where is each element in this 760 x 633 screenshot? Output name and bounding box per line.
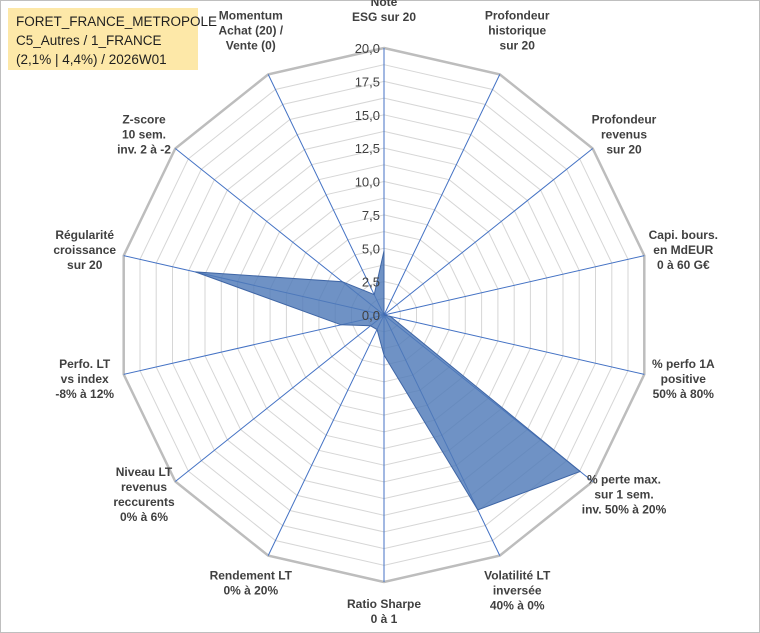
tick-label: 10,0 [355,175,380,190]
axis-label-line: revenus [121,480,167,494]
tick-label: 7,5 [362,208,380,223]
radar-series [195,250,582,511]
axis-label: Régularité croissance sur 20 [53,228,116,272]
axis-label-line: 40% à 0% [490,598,545,612]
axis-label-line: Z-score [122,112,166,126]
axis-label-line: Profondeur [592,112,657,126]
axis-label: Rendement LT 0% à 20% [210,568,293,597]
axis-label-line: croissance [53,243,116,257]
axis-label-line: inv. 50% à 20% [582,503,667,517]
series-area [195,250,582,511]
axis-label-line: Capi. bours. [649,228,718,242]
axis-label-line: Régularité [55,228,114,242]
axis-label: Z-score 10 sem. inv. 2 à -2 [117,112,171,156]
radar-tick-labels: 0,0 2,5 5,0 7,5 10,0 12,5 15,0 17,5 20,0 [355,41,380,323]
axis-label-line: Momentum [219,9,283,23]
tick-label: 20,0 [355,41,380,56]
axis-label-line: sur 20 [500,39,536,53]
chart-subtitle-category: C5_Autres / 1_FRANCE [16,33,162,48]
tick-label: 17,5 [355,74,380,89]
axis-label-line: 10 sem. [122,127,166,141]
axis-label-line: Perfo. LT [59,357,111,371]
axis-spoke [383,74,501,316]
axis-label: Note ESG sur 20 [352,0,416,24]
axis-label-line: % perfo 1A [652,357,715,371]
chart-title: FORET_FRANCE_METROPOLE [16,14,218,29]
axis-label-line: -8% à 12% [55,387,114,401]
axis-label: Profondeur revenus sur 20 [592,112,657,156]
axis-spoke [267,314,385,556]
axis-label: % perte max. sur 1 sem. inv. 50% à 20% [582,473,667,517]
axis-label: % perfo 1A positive 50% à 80% [652,357,715,401]
axis-label-line: sur 1 sem. [594,488,653,502]
axis-spoke [383,255,645,316]
axis-label-line: inversée [493,583,542,597]
axis-label-line: Volatilité LT [484,568,551,582]
chart-title-box: FORET_FRANCE_METROPOLE C5_Autres / 1_FRA… [8,8,218,70]
radar-axis-labels: Note ESG sur 20 Profondeur historique sur 20… [53,0,718,626]
tick-label: 0,0 [362,308,380,323]
axis-label-line: Note [371,0,398,9]
axis-label: Profondeur historique sur 20 [485,9,550,53]
axis-label-line: reccurents [113,495,175,509]
axis-label-line: 50% à 80% [653,387,715,401]
axis-spoke [383,314,645,375]
axis-label-line: 0 à 1 [371,612,398,626]
axis-label-line: positive [661,372,707,386]
axis-label-line: Vente (0) [226,39,276,53]
axis-label-line: vs index [61,372,109,386]
axis-label-line: % perte max. [587,473,661,487]
axis-label: Perfo. LT vs index -8% à 12% [55,357,114,401]
tick-label: 2,5 [362,275,380,290]
axis-spoke [174,314,385,482]
axis-label: Capi. bours. en MdEUR 0 à 60 G€ [649,228,718,272]
axis-spoke [267,74,385,316]
axis-label-line: historique [488,24,546,38]
axis-label-line: sur 20 [606,142,642,156]
axis-label-line: 0 à 60 G€ [657,258,710,272]
axis-label: Niveau LT revenus reccurents 0% à 6% [113,465,175,524]
tick-label: 15,0 [355,108,380,123]
axis-label-line: 0% à 6% [120,510,168,524]
axis-label-line: en MdEUR [653,243,713,257]
axis-label: Momentum Achat (20) / Vente (0) [218,9,283,53]
axis-label-line: inv. 2 à -2 [117,142,171,156]
tick-label: 5,0 [362,241,380,256]
chart-subtitle-stats: (2,1% | 4,4%) / 2026W01 [16,52,167,67]
axis-label-line: 0% à 20% [223,583,278,597]
axis-label-line: ESG sur 20 [352,10,416,24]
tick-label: 12,5 [355,141,380,156]
axis-label-line: Profondeur [485,9,550,23]
axis-label: Volatilité LT inversée 40% à 0% [484,568,551,612]
axis-label-line: revenus [601,127,647,141]
axis-label-line: sur 20 [67,258,103,272]
axis-label-line: Rendement LT [210,568,293,582]
axis-label-line: Niveau LT [116,465,173,479]
axis-spoke [383,148,594,316]
axis-label-line: Ratio Sharpe [347,597,421,611]
axis-label-line: Achat (20) / [218,24,283,38]
axis-label: Ratio Sharpe 0 à 1 [347,597,421,626]
